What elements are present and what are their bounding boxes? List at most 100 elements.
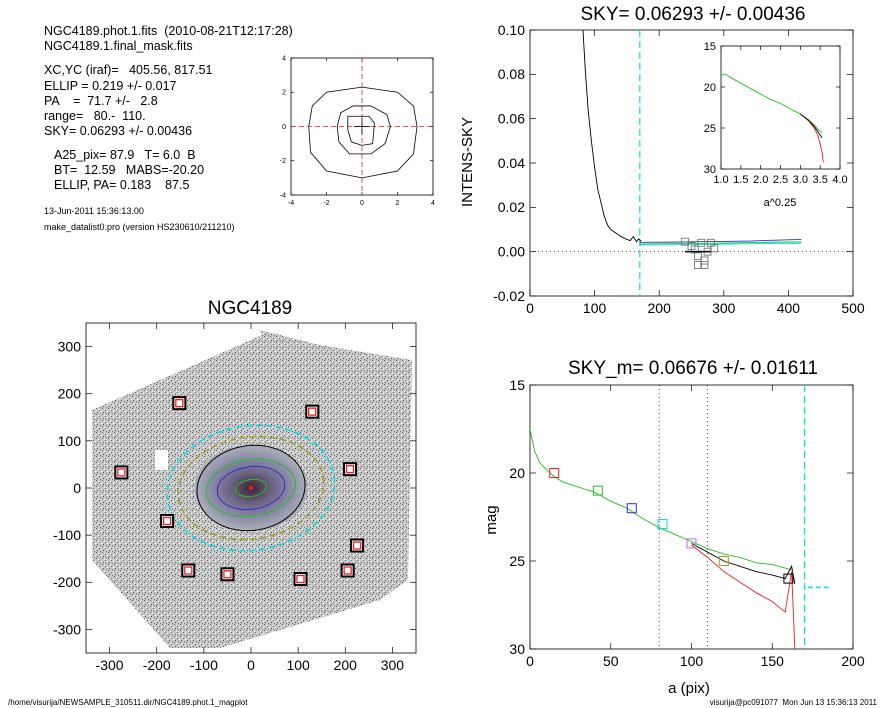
sky-box-inner <box>296 574 305 584</box>
isophote-ellipse <box>235 478 267 498</box>
contour-ytick-label: 0 <box>282 124 286 131</box>
inset-ytick-label: 15 <box>704 41 716 53</box>
sky-series-line <box>639 242 802 246</box>
sky-box-inner <box>175 398 184 408</box>
sky-ytick-label: 0.00 <box>498 244 525 260</box>
sky-box-inner <box>352 541 362 550</box>
mag-series-line <box>691 543 796 584</box>
sky-marker <box>690 245 699 254</box>
mag-title: SKY_m= 0.06676 +/- 0.01611 <box>568 358 818 379</box>
contour-ytick-label: -2 <box>280 158 286 165</box>
sky-marker <box>687 242 696 251</box>
sky-ylabel: INTENS-SKY <box>459 117 476 207</box>
contour-ytick-label: -4 <box>280 192 286 199</box>
sky-box-marker <box>160 514 175 528</box>
image-ytick-label: -300 <box>53 621 81 637</box>
sky-marker <box>706 238 715 247</box>
sky-marker <box>681 237 689 246</box>
sky-box-inner <box>308 407 317 416</box>
contour-xtick-label: 4 <box>431 200 435 207</box>
sky-box-inner <box>184 566 193 575</box>
mag-frame <box>529 384 854 650</box>
mag-ylabel: mag <box>483 505 500 534</box>
sky-series-line <box>639 241 802 245</box>
footer-user: visurija@pc091077 Mon Jun 13 15:36:13 20… <box>709 698 877 707</box>
contour-ytick-label: 2 <box>282 90 286 97</box>
sky-xtick-label: 100 <box>583 300 607 316</box>
contour-frame <box>290 57 434 196</box>
sky-box-marker <box>340 563 355 578</box>
sky-box-inner <box>162 516 172 526</box>
sky-box-inner <box>223 570 232 579</box>
program-line: make_datalist0.pro (version HS230610/211… <box>44 222 235 232</box>
image-ytick-label: -200 <box>53 574 81 590</box>
isophote-ellipse <box>166 424 336 552</box>
inset-ytick-label: 20 <box>704 82 716 94</box>
sky-frame <box>529 29 854 297</box>
sky-ytick-label: 0.10 <box>498 22 525 38</box>
mag-marker <box>686 538 697 549</box>
inset-xtick-label: 4.0 <box>832 174 847 186</box>
mag-series-line <box>529 428 792 571</box>
image-ytick-label: 100 <box>58 433 82 449</box>
contour-xtick-label: -4 <box>288 200 294 207</box>
sky-box-marker <box>220 567 235 582</box>
mag-marker <box>549 468 560 478</box>
inset-frame <box>720 45 841 170</box>
sky-box-inner <box>345 464 355 474</box>
image-ytick-label: 300 <box>58 338 82 354</box>
sky-box-marker <box>293 571 308 586</box>
mag-xtick-label: 0 <box>526 653 534 669</box>
mag-ytick-label: 30 <box>509 641 525 657</box>
image-ytick-label: 200 <box>58 386 82 402</box>
bt-line: BT= 12.59 MABS=-20.20 <box>54 163 205 177</box>
mag-marker <box>592 485 603 496</box>
sky-box-marker <box>343 462 357 477</box>
inset-xtick-label: 1.5 <box>733 174 748 186</box>
sky-ytick-label: -0.02 <box>493 288 525 304</box>
image-ytick-label: -100 <box>53 527 81 543</box>
inset-xtick-label: 3.0 <box>793 174 808 186</box>
mag-ytick-label: 15 <box>509 377 525 393</box>
image-frame <box>85 322 417 654</box>
file-line: NGC4189.phot.1.fits (2010-08-21T12:17:28… <box>44 24 293 38</box>
image-xtick-label: -300 <box>96 657 124 673</box>
sky-series-line <box>582 29 642 243</box>
date-line: 13-Jun-2011 15:36:13.00 <box>44 206 144 216</box>
contour-line <box>347 115 375 146</box>
image-field <box>92 330 412 648</box>
sky-xtick-label: 500 <box>841 300 865 316</box>
sky-box-marker <box>172 396 187 411</box>
sky-ytick-label: 0.06 <box>498 111 525 127</box>
inset-ytick-label: 30 <box>704 164 716 176</box>
mag-series-line <box>691 544 796 650</box>
mag-xtick-label: 150 <box>761 653 785 669</box>
sky-line: SKY= 0.06293 +/- 0.00436 <box>44 124 193 138</box>
sky-box-inner <box>117 468 126 477</box>
sky-ytick-label: 0.04 <box>498 155 525 171</box>
sky-xtick-label: 400 <box>777 300 801 316</box>
mag-xtick-label: 50 <box>603 653 619 669</box>
sky-marker <box>703 247 712 256</box>
mag-marker <box>783 573 794 584</box>
contour-line <box>336 105 391 155</box>
galaxy-center <box>248 485 254 491</box>
image-xtick-label: 300 <box>381 657 405 673</box>
sky-box-marker <box>114 465 129 480</box>
sky-box-marker <box>181 563 196 578</box>
isophote-ellipse <box>216 465 286 511</box>
isophote-ellipse <box>177 435 325 541</box>
sky-marker <box>710 244 719 253</box>
sky-xtick-label: 200 <box>648 300 672 316</box>
isophote-ellipse <box>196 444 306 532</box>
contour-line <box>308 86 418 179</box>
center-line: XC,YC (iraf)= 405.56, 817.51 <box>44 63 213 77</box>
inset-ytick-label: 25 <box>704 123 716 135</box>
mag-xlabel: a (pix) <box>668 680 710 697</box>
sky-ytick-label: 0.02 <box>498 199 525 215</box>
pa-line: PA = 71.7 +/- 2.8 <box>44 94 158 108</box>
image-xtick-label: 200 <box>334 657 358 673</box>
range-line: range= 80.- 110. <box>44 109 146 123</box>
sky-box-marker <box>305 404 320 419</box>
mask-line: NGC4189.1.final_mask.fits <box>44 39 193 53</box>
